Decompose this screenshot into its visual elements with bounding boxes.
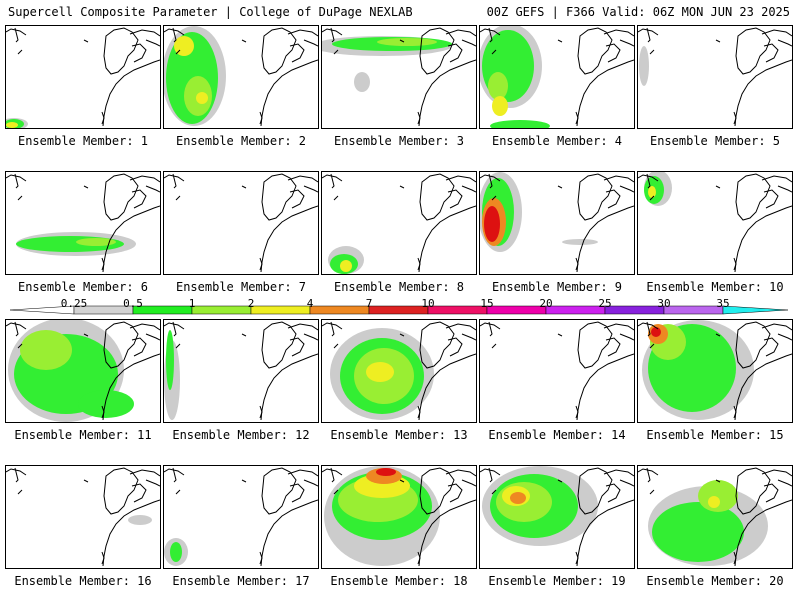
colorbar-segment-8 xyxy=(545,305,606,315)
scp-map xyxy=(6,320,160,422)
colorbar-tick-label: 30 xyxy=(657,297,671,310)
colorbar-segment-4 xyxy=(309,305,370,315)
panel-caption-member-19: Ensemble Member: 19 xyxy=(488,574,626,588)
map-panel-member-18 xyxy=(321,465,477,569)
colorbar-segment-7 xyxy=(486,305,547,315)
scp-map xyxy=(164,26,318,127)
scp-map xyxy=(638,320,792,421)
map-panel-member-7 xyxy=(163,171,319,275)
panel-caption-member-11: Ensemble Member: 11 xyxy=(14,428,152,442)
panel-caption-member-6: Ensemble Member: 6 xyxy=(17,280,149,294)
panel-caption-member-1: Ensemble Member: 1 xyxy=(17,134,149,148)
colorbar-tick-label: 4 xyxy=(306,297,314,310)
scp-map xyxy=(638,172,792,273)
scp-map xyxy=(164,467,318,567)
colorbar-segment-9 xyxy=(604,305,665,315)
panel-caption-member-10: Ensemble Member: 10 xyxy=(646,280,784,294)
map-panel-member-19 xyxy=(479,465,635,569)
scp-map xyxy=(164,321,318,421)
header-title: Supercell Composite Parameter | College … xyxy=(8,5,413,19)
map-panel-member-13 xyxy=(321,319,477,423)
map-panel-member-3 xyxy=(321,25,477,129)
panel-caption-member-7: Ensemble Member: 7 xyxy=(175,280,307,294)
colorbar-segment-11 xyxy=(722,305,789,315)
colorbar-tick-label: 0.5 xyxy=(123,297,143,310)
map-panel-member-8 xyxy=(321,171,477,275)
scp-map xyxy=(322,466,476,567)
scp-map xyxy=(480,321,634,421)
map-panel-member-9 xyxy=(479,171,635,275)
map-panel-member-14 xyxy=(479,319,635,423)
colorbar-tick-label: 15 xyxy=(480,297,494,310)
colorbar-tick-label: 2 xyxy=(247,297,255,310)
map-panel-member-15 xyxy=(637,319,793,423)
panel-caption-member-14: Ensemble Member: 14 xyxy=(488,428,626,442)
panel-caption-member-9: Ensemble Member: 9 xyxy=(491,280,623,294)
panel-caption-member-2: Ensemble Member: 2 xyxy=(175,134,307,148)
colorbar-tick-label: 0.25 xyxy=(60,297,88,310)
scp-map xyxy=(322,321,476,421)
scp-map xyxy=(638,467,792,567)
panel-caption-member-20: Ensemble Member: 20 xyxy=(646,574,784,588)
map-panel-member-20 xyxy=(637,465,793,569)
colorbar-tick-label: 20 xyxy=(539,297,553,310)
panel-caption-member-3: Ensemble Member: 3 xyxy=(333,134,465,148)
map-panel-member-12 xyxy=(163,319,319,423)
scp-map xyxy=(480,26,634,128)
colorbar-segment-10 xyxy=(663,305,724,315)
panel-caption-member-16: Ensemble Member: 16 xyxy=(14,574,152,588)
panel-caption-member-8: Ensemble Member: 8 xyxy=(333,280,465,294)
colorbar-tick-label: 25 xyxy=(598,297,612,310)
colorbar-segment-5 xyxy=(368,305,429,315)
panel-caption-member-5: Ensemble Member: 5 xyxy=(649,134,781,148)
colorbar-tick-label: 35 xyxy=(716,297,730,310)
panel-caption-member-4: Ensemble Member: 4 xyxy=(491,134,623,148)
colorbar-segment-6 xyxy=(427,305,488,315)
map-panel-member-10 xyxy=(637,171,793,275)
panel-caption-member-17: Ensemble Member: 17 xyxy=(172,574,310,588)
map-panel-member-4 xyxy=(479,25,635,129)
scp-map xyxy=(638,27,792,127)
map-panel-member-16 xyxy=(5,465,161,569)
map-panel-member-6 xyxy=(5,171,161,275)
panel-caption-member-18: Ensemble Member: 18 xyxy=(330,574,468,588)
scp-map xyxy=(480,172,634,273)
scp-map xyxy=(6,467,160,567)
color-scale-bar xyxy=(9,305,789,315)
scp-map xyxy=(322,173,476,274)
scp-map xyxy=(6,173,160,273)
map-panel-member-5 xyxy=(637,25,793,129)
scp-map xyxy=(322,27,476,127)
map-panel-member-11 xyxy=(5,319,161,423)
scp-map xyxy=(6,27,160,128)
panel-caption-member-12: Ensemble Member: 12 xyxy=(172,428,310,442)
map-panel-member-2 xyxy=(163,25,319,129)
panel-caption-member-13: Ensemble Member: 13 xyxy=(330,428,468,442)
scp-map xyxy=(480,466,634,567)
header-valid-time: 00Z GEFS | F366 Valid: 06Z MON JUN 23 20… xyxy=(486,5,790,19)
map-panel-member-17 xyxy=(163,465,319,569)
colorbar-segment-3 xyxy=(250,305,311,315)
map-panel-member-1 xyxy=(5,25,161,129)
panel-caption-member-15: Ensemble Member: 15 xyxy=(646,428,784,442)
colorbar-segment-2 xyxy=(191,305,252,315)
colorbar-tick-label: 7 xyxy=(365,297,373,310)
scp-map xyxy=(164,173,318,273)
colorbar-tick-label: 1 xyxy=(188,297,196,310)
colorbar-tick-label: 10 xyxy=(421,297,435,310)
